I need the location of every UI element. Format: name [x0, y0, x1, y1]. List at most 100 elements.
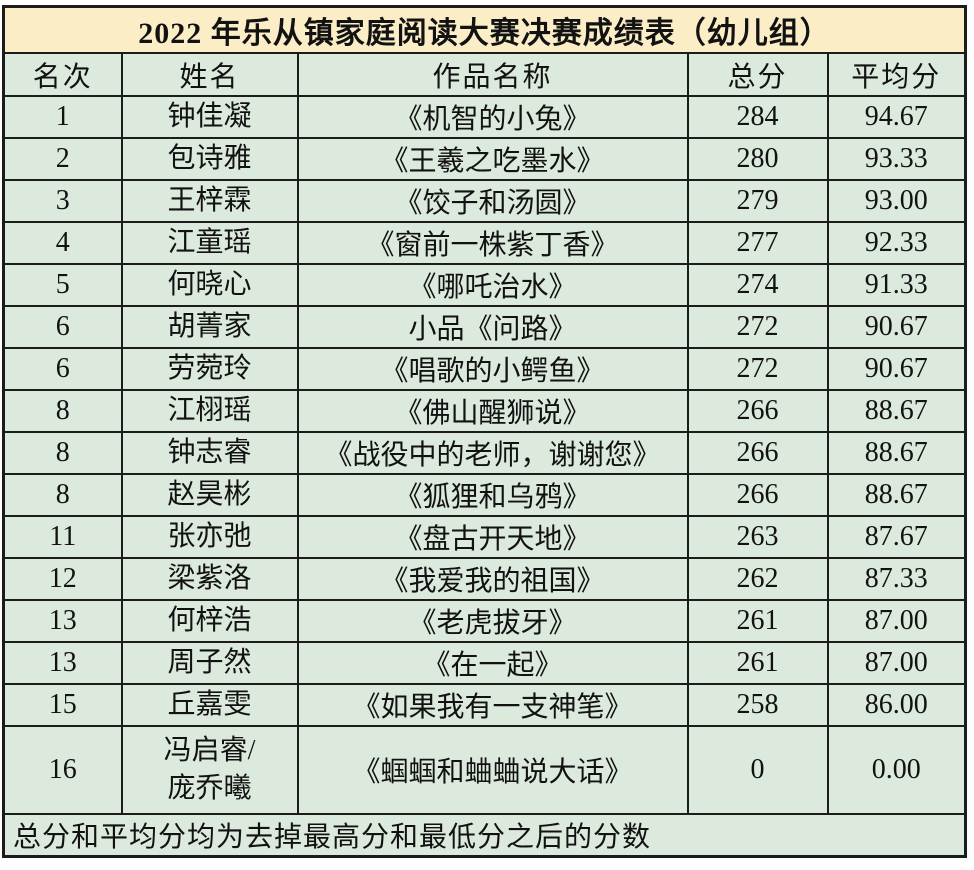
- col-header-name: 姓名: [120, 52, 299, 97]
- header-row: 名次 姓名 作品名称 总分 平均分: [2, 52, 967, 97]
- work-cell: 《饺子和汤圆》: [296, 179, 689, 223]
- work-cell: 《王羲之吃墨水》: [296, 137, 689, 181]
- rank-cell: 11: [2, 515, 123, 559]
- table-row: 11 张亦弛 《盘古开天地》 263 87.67: [2, 515, 967, 559]
- name-cell: 梁紫洛: [120, 557, 299, 601]
- total-cell: 274: [686, 263, 829, 307]
- name-cell: 江童瑶: [120, 221, 299, 265]
- total-cell: 261: [686, 641, 829, 685]
- work-cell: 《我爱我的祖国》: [296, 557, 689, 601]
- rank-cell: 3: [2, 179, 123, 223]
- table-row: 2 包诗雅 《王羲之吃墨水》 280 93.33: [2, 137, 967, 181]
- work-cell: 《唱歌的小鳄鱼》: [296, 347, 689, 391]
- work-cell: 《如果我有一支神笔》: [296, 683, 689, 727]
- rank-cell: 15: [2, 683, 123, 727]
- work-cell: 《蝈蝈和蛐蛐说大话》: [296, 725, 689, 815]
- table-row: 13 何梓浩 《老虎拔牙》 261 87.00: [2, 599, 967, 643]
- col-header-total: 总分: [686, 52, 829, 97]
- work-cell: 《窗前一株紫丁香》: [296, 221, 689, 265]
- avg-cell: 91.33: [826, 263, 967, 307]
- avg-cell: 88.67: [826, 431, 967, 475]
- work-cell: 《狐狸和乌鸦》: [296, 473, 689, 517]
- name-cell: 劳菀玲: [120, 347, 299, 391]
- total-cell: 266: [686, 473, 829, 517]
- rank-cell: 8: [2, 431, 123, 475]
- avg-cell: 87.00: [826, 641, 967, 685]
- name-cell: 钟佳凝: [120, 95, 299, 139]
- work-cell: 《老虎拔牙》: [296, 599, 689, 643]
- avg-cell: 0.00: [826, 725, 967, 815]
- results-table: 2022 年乐从镇家庭阅读大赛决赛成绩表（幼儿组） 名次 姓名 作品名称 总分 …: [2, 5, 968, 858]
- name-cell: 胡菁家: [120, 305, 299, 349]
- table-row: 15 丘嘉雯 《如果我有一支神笔》 258 86.00: [2, 683, 967, 727]
- work-cell: 小品《问路》: [296, 305, 689, 349]
- name-cell: 王梓霖: [120, 179, 299, 223]
- table-row: 13 周子然 《在一起》 261 87.00: [2, 641, 967, 685]
- work-cell: 《战役中的老师，谢谢您》: [296, 431, 689, 475]
- avg-cell: 87.00: [826, 599, 967, 643]
- avg-cell: 87.67: [826, 515, 967, 559]
- rank-cell: 6: [2, 305, 123, 349]
- rank-cell: 8: [2, 473, 123, 517]
- table-row: 1 钟佳凝 《机智的小兔》 284 94.67: [2, 95, 967, 139]
- name-cell: 何梓浩: [120, 599, 299, 643]
- footnote-text: 总分和平均分均为去掉最高分和最低分之后的分数: [2, 813, 967, 858]
- table-row: 6 劳菀玲 《唱歌的小鳄鱼》 272 90.67: [2, 347, 967, 391]
- avg-cell: 93.00: [826, 179, 967, 223]
- name-cell: 钟志睿: [120, 431, 299, 475]
- work-cell: 《盘古开天地》: [296, 515, 689, 559]
- rank-cell: 4: [2, 221, 123, 265]
- avg-cell: 90.67: [826, 347, 967, 391]
- table-row: 5 何晓心 《哪吒治水》 274 91.33: [2, 263, 967, 307]
- rank-cell: 2: [2, 137, 123, 181]
- name-cell: 丘嘉雯: [120, 683, 299, 727]
- page-title: 2022 年乐从镇家庭阅读大赛决赛成绩表（幼儿组）: [2, 5, 967, 54]
- work-cell: 《佛山醒狮说》: [296, 389, 689, 433]
- name-cell: 江栩瑶: [120, 389, 299, 433]
- rank-cell: 5: [2, 263, 123, 307]
- total-cell: 0: [686, 725, 829, 815]
- total-cell: 279: [686, 179, 829, 223]
- table-row: 16 冯启睿/ 庞乔曦 《蝈蝈和蛐蛐说大话》 0 0.00: [2, 725, 967, 815]
- work-cell: 《机智的小兔》: [296, 95, 689, 139]
- table-row: 4 江童瑶 《窗前一株紫丁香》 277 92.33: [2, 221, 967, 265]
- col-header-work: 作品名称: [296, 52, 689, 97]
- name-cell: 何晓心: [120, 263, 299, 307]
- total-cell: 263: [686, 515, 829, 559]
- work-cell: 《在一起》: [296, 641, 689, 685]
- avg-cell: 88.67: [826, 473, 967, 517]
- avg-cell: 92.33: [826, 221, 967, 265]
- rank-cell: 8: [2, 389, 123, 433]
- avg-cell: 88.67: [826, 389, 967, 433]
- name-cell: 赵昊彬: [120, 473, 299, 517]
- total-cell: 272: [686, 347, 829, 391]
- name-cell: 包诗雅: [120, 137, 299, 181]
- avg-cell: 87.33: [826, 557, 967, 601]
- table-head: 2022 年乐从镇家庭阅读大赛决赛成绩表（幼儿组） 名次 姓名 作品名称 总分 …: [2, 5, 967, 97]
- rank-cell: 13: [2, 599, 123, 643]
- name-cell: 冯启睿/ 庞乔曦: [120, 725, 299, 815]
- table-row: 8 赵昊彬 《狐狸和乌鸦》 266 88.67: [2, 473, 967, 517]
- total-cell: 284: [686, 95, 829, 139]
- table-row: 8 江栩瑶 《佛山醒狮说》 266 88.67: [2, 389, 967, 433]
- table-row: 8 钟志睿 《战役中的老师，谢谢您》 266 88.67: [2, 431, 967, 475]
- total-cell: 262: [686, 557, 829, 601]
- total-cell: 280: [686, 137, 829, 181]
- name-cell: 周子然: [120, 641, 299, 685]
- avg-cell: 86.00: [826, 683, 967, 727]
- title-row: 2022 年乐从镇家庭阅读大赛决赛成绩表（幼儿组）: [2, 5, 967, 54]
- avg-cell: 90.67: [826, 305, 967, 349]
- name-cell: 张亦弛: [120, 515, 299, 559]
- footnote-row: 总分和平均分均为去掉最高分和最低分之后的分数: [2, 813, 967, 858]
- table-row: 3 王梓霖 《饺子和汤圆》 279 93.00: [2, 179, 967, 223]
- rank-cell: 16: [2, 725, 123, 815]
- table-body: 1 钟佳凝 《机智的小兔》 284 94.67 2 包诗雅 《王羲之吃墨水》 2…: [2, 95, 967, 815]
- total-cell: 266: [686, 389, 829, 433]
- rank-cell: 1: [2, 95, 123, 139]
- col-header-rank: 名次: [2, 52, 123, 97]
- table-row: 12 梁紫洛 《我爱我的祖国》 262 87.33: [2, 557, 967, 601]
- rank-cell: 12: [2, 557, 123, 601]
- col-header-avg: 平均分: [826, 52, 967, 97]
- total-cell: 258: [686, 683, 829, 727]
- total-cell: 261: [686, 599, 829, 643]
